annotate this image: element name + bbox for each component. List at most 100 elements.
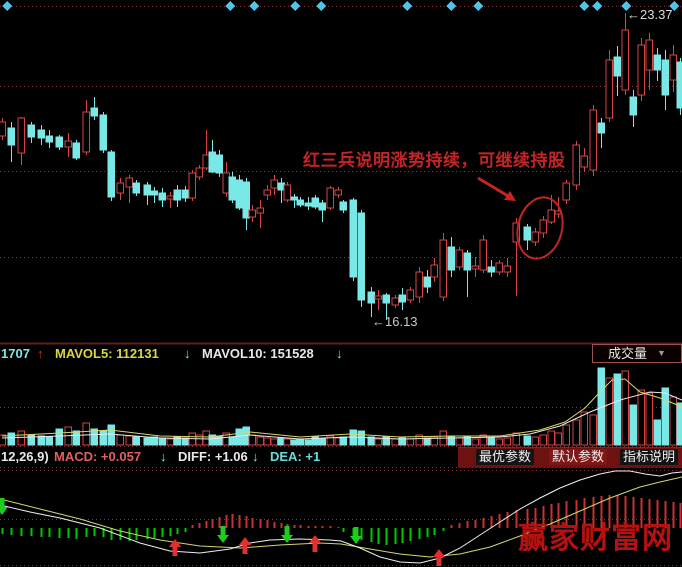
volume-bar — [143, 437, 151, 446]
default-params-button[interactable]: 默认参数 — [549, 449, 607, 465]
mavol10-down-arrow-icon: ↓ — [336, 346, 343, 361]
candle-body — [55, 136, 63, 148]
volume-bar — [479, 434, 487, 446]
volume-bar — [637, 389, 645, 446]
volume-bar — [263, 437, 271, 446]
candle-body — [471, 265, 479, 270]
mavol5-value: MAVOL5: 112131 — [55, 346, 159, 361]
candle-body — [339, 201, 347, 211]
indicator-help-button[interactable]: 指标说明 — [620, 449, 678, 465]
candle-body — [296, 199, 304, 206]
candle-body — [188, 172, 196, 199]
volume-bar — [132, 436, 140, 446]
volume-bar — [523, 435, 531, 446]
diamond-marker-icon — [249, 1, 259, 11]
candle-body — [116, 182, 124, 194]
volume-bar — [37, 435, 45, 446]
volume-bar — [296, 438, 304, 446]
candle-body — [406, 289, 414, 301]
volume-bar — [430, 436, 438, 446]
candle-body — [235, 179, 243, 209]
candle-body — [270, 179, 278, 189]
candle-body — [27, 124, 35, 138]
candle-body — [82, 111, 90, 153]
volume-indicator-dropdown[interactable]: 成交量 ▼ — [592, 344, 682, 363]
volume-bar — [326, 435, 334, 446]
candle-body — [318, 202, 326, 211]
volume-indicator-label: 成交量 — [608, 346, 648, 361]
candle-body — [621, 29, 629, 91]
high-price-label: ←23.37 — [627, 7, 673, 22]
volume-bar — [382, 436, 390, 446]
candle-body — [580, 155, 588, 168]
candle-body — [423, 276, 431, 288]
candle-body — [415, 271, 423, 298]
candle-body — [248, 209, 256, 218]
volume-bar — [99, 430, 107, 446]
volume-bar — [406, 438, 414, 446]
candle-body — [349, 199, 357, 278]
candle-body — [669, 54, 677, 81]
candle-body — [547, 209, 555, 223]
volume-bar — [45, 436, 53, 446]
volume-bar — [621, 370, 629, 446]
candle-body — [661, 59, 669, 96]
volume-value: 1707 — [1, 346, 30, 361]
optimal-params-button[interactable]: 最优参数 — [476, 449, 534, 465]
candle-body — [605, 59, 613, 119]
volume-bar — [107, 424, 115, 446]
dea-value: DEA: +1 — [270, 449, 321, 464]
candle-body — [676, 61, 682, 109]
candle-body — [263, 189, 271, 196]
candle-body — [589, 109, 597, 171]
candle-body — [195, 167, 203, 178]
sell-signal-arrow-icon — [350, 527, 362, 544]
candle-body — [637, 44, 645, 96]
volume-bar — [150, 436, 158, 446]
volume-bar — [304, 439, 312, 446]
candle-body — [173, 189, 181, 201]
candle-body — [215, 154, 223, 174]
mavol10-value: MAVOL10: 151528 — [202, 346, 314, 361]
candle-body — [107, 151, 115, 198]
volume-bar — [374, 438, 382, 446]
volume-series — [0, 367, 682, 446]
annotation-circle — [516, 196, 564, 260]
candle-body — [99, 114, 107, 151]
macd-params: 12,26,9) — [1, 449, 49, 464]
volume-bar — [55, 428, 63, 446]
volume-bar — [248, 434, 256, 446]
chevron-down-icon: ▼ — [657, 348, 666, 358]
candle-body — [0, 121, 6, 137]
buy-signal-arrow-icon — [309, 535, 321, 552]
volume-bar — [0, 434, 6, 446]
macd-down-arrow-icon: ↓ — [160, 449, 167, 464]
candle-body — [326, 187, 334, 209]
candle-body — [150, 190, 158, 196]
sell-signal-arrow-icon — [0, 498, 8, 515]
annotation-arrow-head — [504, 191, 516, 201]
candle-body — [143, 184, 151, 196]
volume-bar — [547, 430, 555, 446]
diamond-marker-icon — [579, 1, 589, 11]
candle-body — [391, 297, 399, 306]
candle-body — [512, 222, 520, 243]
volume-bar — [235, 428, 243, 446]
site-watermark: 赢家财富网 — [518, 522, 673, 555]
buy-signal-arrow-icon — [239, 537, 251, 554]
candle-body — [653, 54, 661, 71]
annotation-arrow — [477, 176, 509, 198]
candle-body — [283, 184, 291, 201]
candle-body — [125, 177, 133, 188]
diamond-marker-icon — [669, 1, 679, 11]
candle-body — [495, 262, 503, 273]
candle-body — [290, 196, 298, 201]
buy-signal-arrow-icon — [433, 549, 445, 566]
volume-bar — [613, 373, 621, 446]
volume-bar — [116, 434, 124, 446]
diamond-marker-icon — [2, 1, 12, 11]
diamond-marker-icon — [225, 1, 235, 11]
candle-body — [562, 182, 570, 201]
diamond-marker-icon — [621, 1, 631, 11]
candle-body — [487, 266, 495, 273]
